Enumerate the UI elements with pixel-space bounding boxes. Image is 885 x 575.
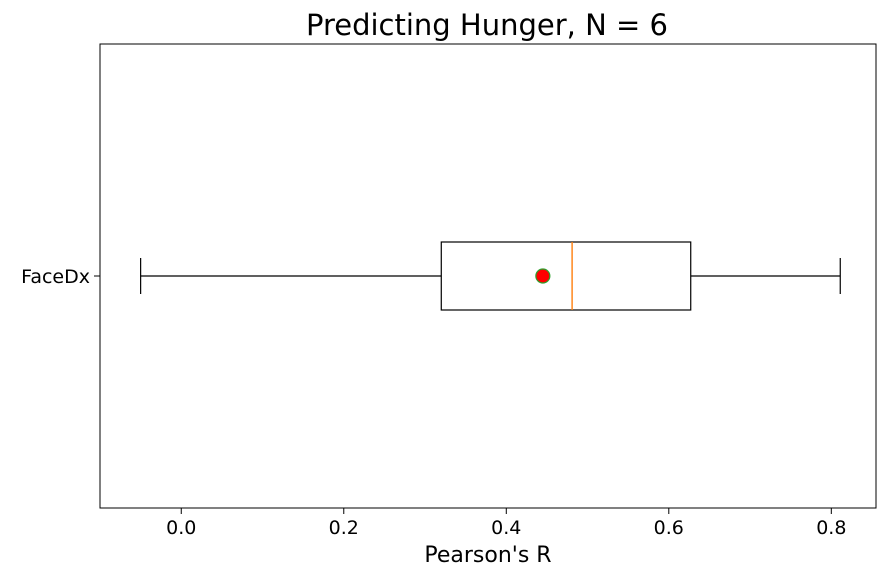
x-tick-label: 0.0 [166, 517, 196, 539]
y-axis-ticks: FaceDx [21, 266, 100, 288]
x-tick-label: 0.8 [816, 517, 846, 539]
x-axis-label: Pearson's R [424, 543, 551, 568]
chart-title: Predicting Hunger, N = 6 [306, 8, 668, 42]
x-tick-label: 0.2 [329, 517, 359, 539]
x-axis-ticks: 0.0 0.2 0.4 0.6 0.8 [166, 508, 846, 539]
x-tick-label: 0.6 [654, 517, 684, 539]
y-tick-label: FaceDx [21, 266, 90, 288]
x-tick-label: 0.4 [491, 517, 521, 539]
boxplot-marks [140, 241, 841, 311]
box-iqr [440, 241, 692, 311]
mean-marker [535, 268, 551, 284]
